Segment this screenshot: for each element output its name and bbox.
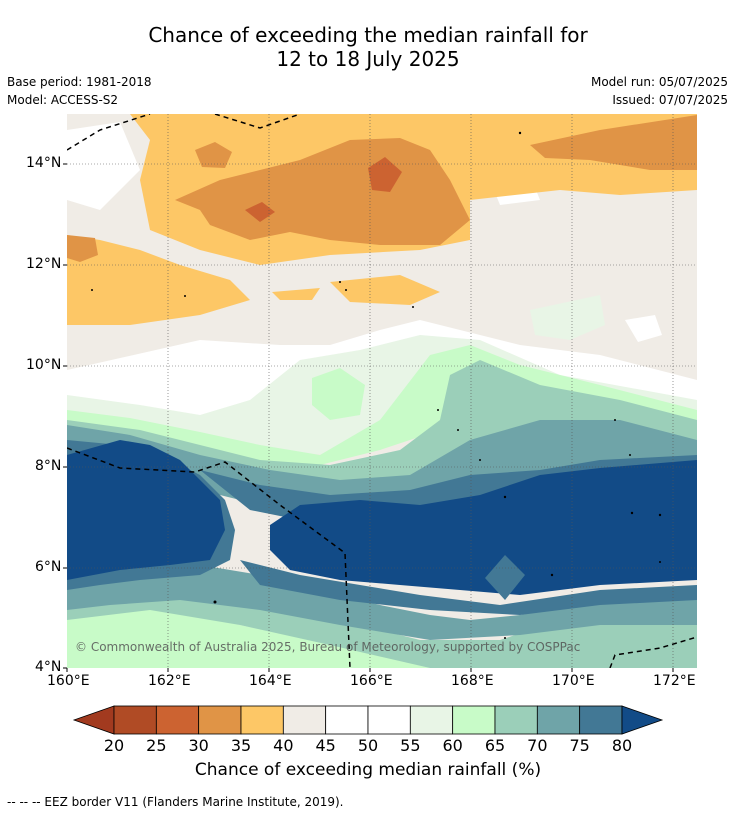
region-35-west — [67, 235, 98, 262]
region-60-ne — [530, 295, 605, 340]
colorbar-tick-label: 50 — [357, 736, 379, 755]
region-40-small — [272, 288, 320, 300]
rainfall-map — [67, 114, 697, 668]
colorbar-extend-high — [621, 705, 664, 735]
title-line-2: 12 to 18 July 2025 — [276, 47, 460, 71]
colorbar-segment — [282, 705, 327, 735]
colorbar-segment — [536, 705, 581, 735]
y-tick-label: 4°N — [35, 659, 62, 675]
model-run: Model run: 05/07/2025 — [590, 75, 728, 89]
colorbar-segment — [452, 705, 496, 735]
colorbar-tick-label: 55 — [400, 736, 421, 755]
colorbar — [72, 705, 664, 735]
colorbar-segment — [240, 705, 284, 735]
region-40-mid — [330, 275, 440, 305]
region-60-band — [67, 335, 697, 455]
colorbar-segment — [198, 705, 242, 735]
region-50-e — [625, 315, 662, 342]
x-tick-label: 162°E — [148, 673, 191, 689]
colorbar-tick-label: 25 — [146, 736, 167, 755]
colorbar-extend-low — [72, 705, 115, 735]
region-50-nw — [67, 122, 140, 210]
model-name: Model: ACCESS-S2 — [7, 93, 119, 107]
region-above-80-west — [67, 440, 225, 580]
x-tick-label: 166°E — [350, 673, 393, 689]
base-period: Base period: 1981-2018 — [7, 75, 152, 89]
y-tick-label: 8°N — [35, 458, 62, 474]
eez-border — [67, 114, 697, 668]
region-35-small — [195, 142, 232, 168]
colorbar-tick-label: 30 — [188, 736, 209, 755]
colorbar-tick-label: 20 — [103, 736, 125, 755]
region-above-80-east — [270, 460, 697, 595]
colorbar-segment — [579, 705, 623, 735]
colorbar-segment — [494, 705, 538, 735]
colorbar-tick-label: 80 — [611, 736, 633, 755]
copyright-text: © Commonwealth of Australia 2025, Bureau… — [75, 640, 581, 654]
x-tick-label: 172°E — [653, 673, 696, 689]
colorbar-tick-label: 75 — [569, 736, 590, 755]
islands — [91, 131, 662, 639]
meta-left: Base period: 1981-2018 Model: ACCESS-S2 — [7, 73, 152, 109]
title-line-1: Chance of exceeding the median rainfall … — [148, 23, 588, 47]
colorbar-tick-label: 40 — [273, 736, 294, 755]
issued-date: Issued: 07/07/2025 — [612, 93, 728, 107]
colorbar-tick-label: 45 — [315, 736, 336, 755]
meta-right: Model run: 05/07/2025 Issued: 07/07/2025 — [591, 73, 728, 109]
x-tick-label: 164°E — [249, 673, 292, 689]
colorbar-tick-label: 60 — [442, 736, 463, 755]
region-65-band — [67, 345, 697, 465]
region-35-central — [175, 138, 470, 245]
colorbar-tick-label: 70 — [527, 736, 548, 755]
region-80-island — [485, 555, 525, 600]
graticule — [67, 114, 697, 668]
region-65-south — [67, 600, 430, 668]
colorbar-segment — [325, 705, 369, 735]
colorbar-title: Chance of exceeding median rainfall (%) — [194, 760, 542, 780]
colorbar-tick-label: 65 — [484, 736, 506, 755]
colorbar-tick-label: 35 — [230, 736, 252, 755]
axis-ticks — [63, 163, 674, 672]
y-tick-label: 14°N — [26, 155, 62, 171]
region-80-south — [240, 560, 697, 615]
colorbar-segment — [155, 705, 200, 735]
x-tick-label: 170°E — [552, 673, 595, 689]
y-tick-label: 10°N — [26, 357, 62, 373]
region-30-a — [245, 202, 275, 222]
colorbar-segment — [409, 705, 454, 735]
colorbar-segment — [367, 705, 411, 735]
eez-footnote: -- -- -- EEZ border V11 (Flanders Marine… — [7, 795, 344, 809]
x-tick-label: 160°E — [47, 673, 90, 689]
region-40-west — [67, 235, 250, 325]
y-tick-label: 6°N — [35, 559, 62, 575]
region-65-blob — [312, 368, 365, 420]
y-tick-label: 12°N — [26, 256, 62, 272]
region-75-south — [67, 555, 697, 640]
colorbar-segment — [113, 705, 157, 735]
x-tick-label: 168°E — [451, 673, 494, 689]
region-30-b — [368, 157, 402, 192]
